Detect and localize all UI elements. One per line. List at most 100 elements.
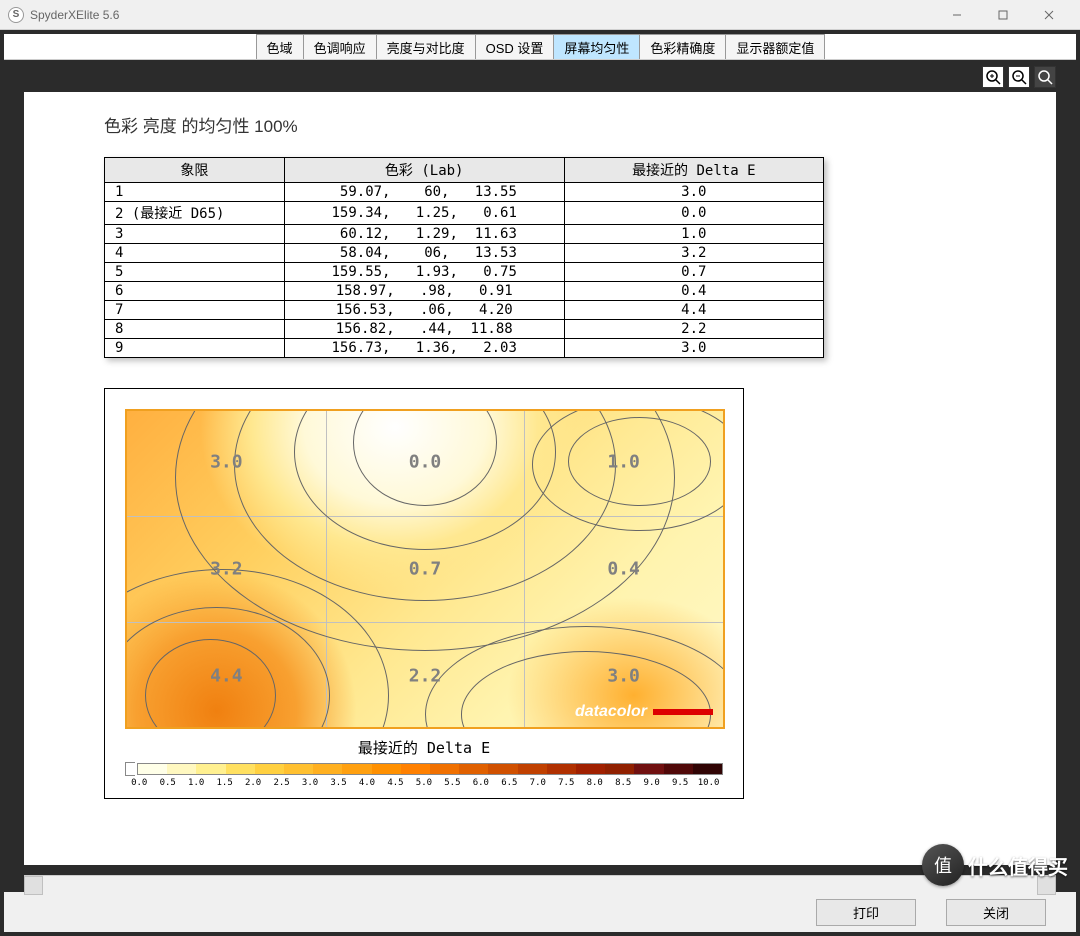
datacolor-watermark: datacolor	[575, 703, 713, 721]
legend-tick: 4.5	[381, 778, 409, 788]
lab-cell: 158.97, .98, 0.91	[284, 282, 564, 301]
lab-cell: 156.73, 1.36, 2.03	[284, 339, 564, 358]
legend-tick: 8.5	[609, 778, 637, 788]
page-title: 色彩 亮度 的均匀性 100%	[104, 112, 996, 137]
heatmap-cell-value: 0.0	[409, 451, 442, 472]
legend-tick: 7.0	[524, 778, 552, 788]
uniformity-table: 象限色彩 (Lab)最接近的 Delta E 1 59.07, 60, 13.5…	[104, 157, 824, 358]
watermark-bar	[653, 709, 713, 715]
content-scroll[interactable]: 色彩 亮度 的均匀性 100% 象限色彩 (Lab)最接近的 Delta E 1…	[24, 92, 1056, 865]
horizontal-scrollbar[interactable]	[24, 875, 1056, 892]
close-button[interactable]	[1026, 0, 1072, 30]
table-row: 3 60.12, 1.29, 11.631.0	[105, 225, 824, 244]
table-header: 最接近的 Delta E	[564, 158, 823, 183]
tab-3[interactable]: OSD 设置	[475, 34, 555, 59]
legend-tick: 3.5	[324, 778, 352, 788]
legend-tick: 1.5	[210, 778, 238, 788]
app-window: S SpyderXElite 5.6 色域色调响应亮度与对比度OSD 设置屏幕均…	[0, 0, 1080, 936]
tab-0[interactable]: 色域	[256, 34, 304, 59]
legend-tick: 5.5	[438, 778, 466, 788]
table-header: 象限	[105, 158, 285, 183]
quadrant-cell: 2 (最接近 D65)	[105, 202, 285, 225]
legend-segment	[605, 764, 634, 774]
table-row: 8156.82, .44, 11.882.2	[105, 320, 824, 339]
legend-segment	[664, 764, 693, 774]
quadrant-cell: 7	[105, 301, 285, 320]
legend-tick: 10.0	[694, 778, 722, 788]
close-dialog-button[interactable]: 关闭	[946, 899, 1046, 926]
legend-segment	[284, 764, 313, 774]
maximize-button[interactable]	[980, 0, 1026, 30]
heatmap-cell-value: 2.2	[409, 666, 442, 687]
deltae-cell: 3.0	[564, 339, 823, 358]
heatmap-cell-value: 4.4	[210, 666, 243, 687]
legend-segment	[576, 764, 605, 774]
quadrant-cell: 8	[105, 320, 285, 339]
legend-segment	[255, 764, 284, 774]
legend-segment	[138, 764, 167, 774]
legend-tick: 2.0	[239, 778, 267, 788]
legend-tick: 1.0	[182, 778, 210, 788]
smzdm-icon: 值	[922, 844, 964, 886]
tab-6[interactable]: 显示器额定值	[725, 34, 825, 59]
heatmap-cell-value: 3.0	[607, 666, 640, 687]
legend-tick: 0.0	[125, 778, 153, 788]
legend-segment	[634, 764, 663, 774]
table-row: 5159.55, 1.93, 0.750.7	[105, 263, 824, 282]
legend-segment	[488, 764, 517, 774]
lab-cell: 59.07, 60, 13.55	[284, 183, 564, 202]
zoom-in-icon[interactable]	[982, 66, 1004, 88]
quadrant-cell: 5	[105, 263, 285, 282]
legend-tick: 7.5	[552, 778, 580, 788]
lab-cell: 159.55, 1.93, 0.75	[284, 263, 564, 282]
print-button[interactable]: 打印	[816, 899, 916, 926]
lab-cell: 58.04, 06, 13.53	[284, 244, 564, 263]
tab-4[interactable]: 屏幕均匀性	[553, 34, 640, 59]
deltae-cell: 3.0	[564, 183, 823, 202]
quadrant-cell: 4	[105, 244, 285, 263]
legend-segment	[342, 764, 371, 774]
tab-2[interactable]: 亮度与对比度	[376, 34, 476, 59]
button-bar: 打印 关闭	[4, 892, 1076, 932]
legend-tick: 8.0	[581, 778, 609, 788]
tab-1[interactable]: 色调响应	[303, 34, 377, 59]
quadrant-cell: 1	[105, 183, 285, 202]
window-title: SpyderXElite 5.6	[30, 8, 934, 22]
legend-tick: 5.0	[410, 778, 438, 788]
legend-segment	[167, 764, 196, 774]
legend-segment	[196, 764, 225, 774]
zoom-out-icon[interactable]	[1008, 66, 1030, 88]
table-row: 2 (最接近 D65)159.34, 1.25, 0.610.0	[105, 202, 824, 225]
legend-tick: 0.5	[153, 778, 181, 788]
lab-cell: 159.34, 1.25, 0.61	[284, 202, 564, 225]
legend-segment	[401, 764, 430, 774]
legend-tick: 6.5	[495, 778, 523, 788]
tab-5[interactable]: 色彩精确度	[639, 34, 726, 59]
table-row: 1 59.07, 60, 13.553.0	[105, 183, 824, 202]
lab-cell: 156.82, .44, 11.88	[284, 320, 564, 339]
lab-cell: 60.12, 1.29, 11.63	[284, 225, 564, 244]
smzdm-text: 什么值得买	[968, 851, 1068, 880]
watermark-text: datacolor	[575, 703, 647, 721]
heatmap: datacolor 3.00.01.03.20.70.44.42.23.0	[125, 409, 725, 729]
table-row: 7156.53, .06, 4.204.4	[105, 301, 824, 320]
legend	[125, 762, 723, 776]
legend-segment	[518, 764, 547, 774]
content-area: 色彩 亮度 的均匀性 100% 象限色彩 (Lab)最接近的 Delta E 1…	[24, 92, 1056, 865]
heatmap-cell-value: 3.2	[210, 559, 243, 580]
heatmap-cell-value: 0.4	[607, 559, 640, 580]
legend-tick: 2.5	[267, 778, 295, 788]
legend-segment	[693, 764, 722, 774]
minimize-button[interactable]	[934, 0, 980, 30]
deltae-cell: 0.4	[564, 282, 823, 301]
legend-tick: 3.0	[296, 778, 324, 788]
heatmap-panel: datacolor 3.00.01.03.20.70.44.42.23.0 最接…	[104, 388, 744, 799]
app-icon: S	[8, 7, 24, 23]
smzdm-watermark: 值 什么值得买	[922, 844, 1068, 886]
legend-tick: 4.0	[353, 778, 381, 788]
heatmap-cell-value: 0.7	[409, 559, 442, 580]
tabs-row: 色域色调响应亮度与对比度OSD 设置屏幕均匀性色彩精确度显示器额定值	[4, 34, 1076, 60]
zoom-fit-icon[interactable]	[1034, 66, 1056, 88]
legend-segment	[372, 764, 401, 774]
legend-segment	[313, 764, 342, 774]
